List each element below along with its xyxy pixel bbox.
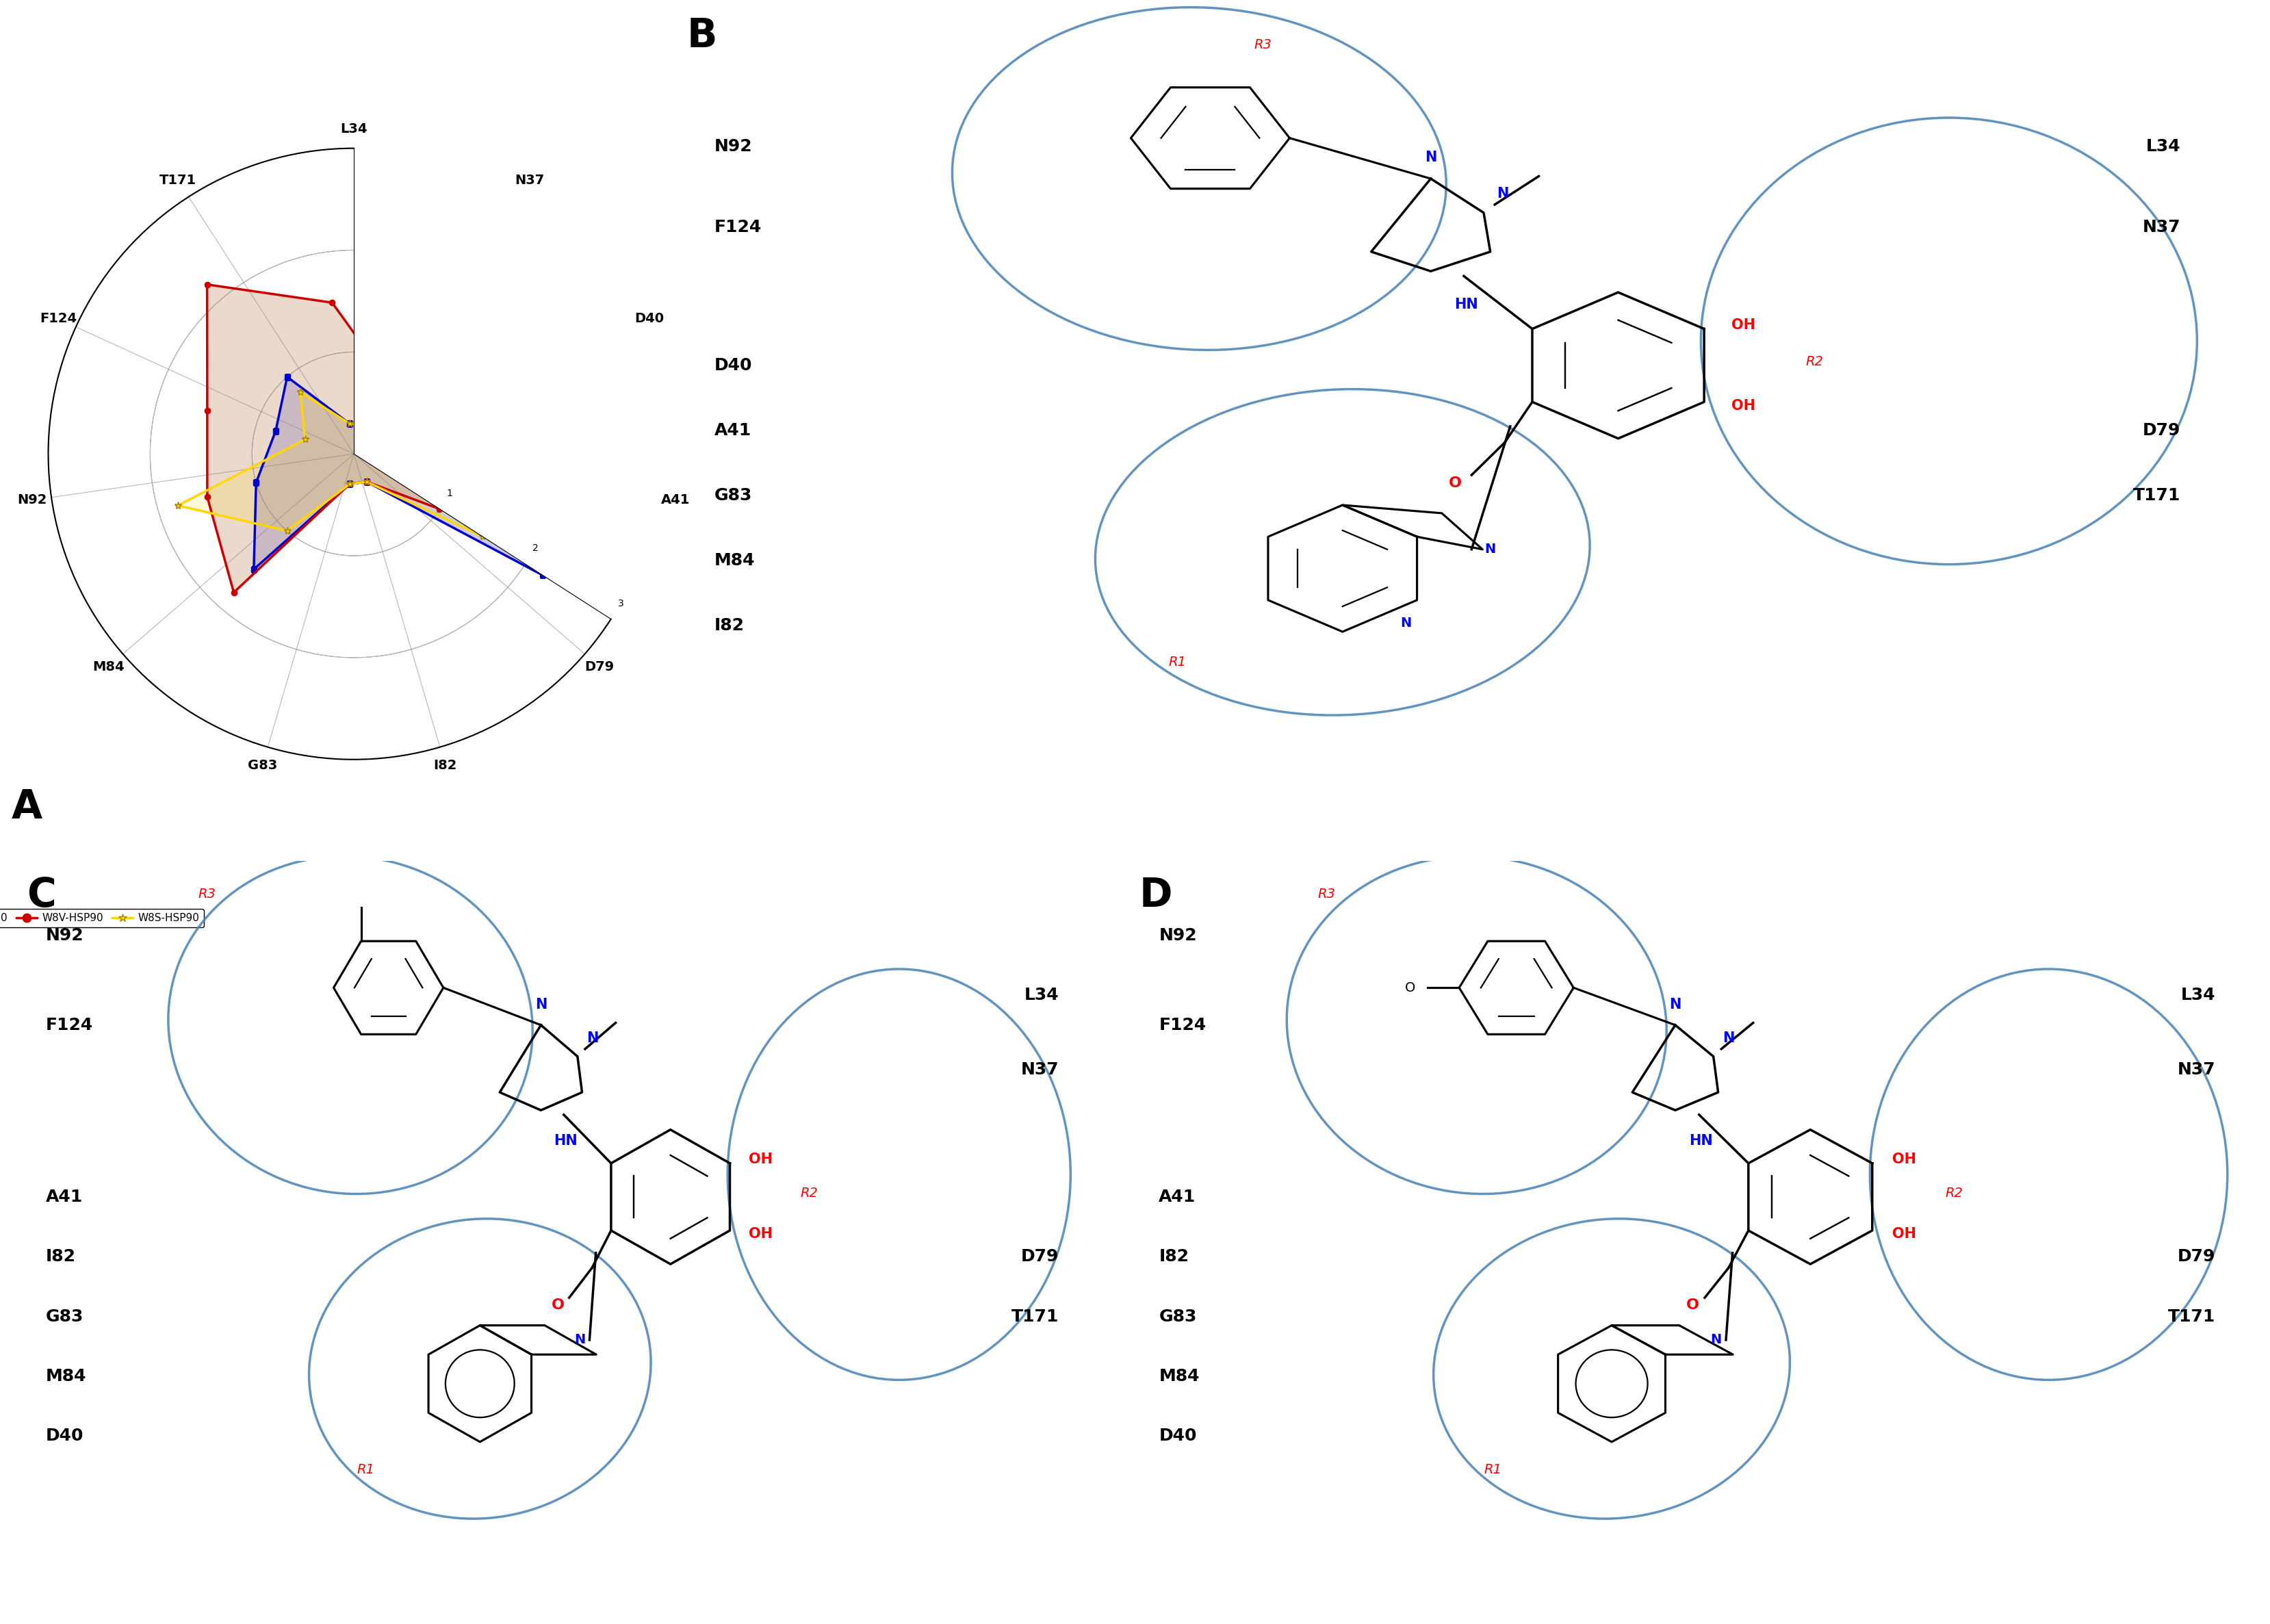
Text: O: O <box>1687 1298 1700 1312</box>
Text: N: N <box>536 997 547 1012</box>
Text: N92: N92 <box>1160 927 1196 944</box>
Text: R3: R3 <box>1255 39 1271 52</box>
Text: O: O <box>1405 981 1416 994</box>
Text: T171: T171 <box>2134 487 2181 503</box>
Text: OH: OH <box>1732 400 1755 412</box>
Text: HN: HN <box>554 1134 577 1148</box>
Text: D40: D40 <box>45 1427 84 1444</box>
Text: D40: D40 <box>1160 1427 1196 1444</box>
Text: N: N <box>1709 1333 1721 1346</box>
Text: D79: D79 <box>1022 1249 1060 1265</box>
Text: D40: D40 <box>715 357 751 374</box>
Text: N: N <box>1668 997 1682 1012</box>
Text: C: C <box>27 875 57 914</box>
Text: A41: A41 <box>1160 1189 1196 1205</box>
Text: R2: R2 <box>799 1187 817 1200</box>
Text: N: N <box>574 1333 586 1346</box>
Text: M84: M84 <box>715 552 756 568</box>
Text: F124: F124 <box>45 1017 93 1033</box>
Text: N: N <box>1496 187 1510 200</box>
Text: OH: OH <box>749 1153 772 1166</box>
Text: L34: L34 <box>2181 987 2216 1004</box>
Text: N: N <box>1485 542 1496 555</box>
Text: OH: OH <box>749 1228 772 1241</box>
Text: R1: R1 <box>1169 656 1185 669</box>
Text: B: B <box>686 16 717 55</box>
Text: F124: F124 <box>715 219 760 235</box>
Text: N37: N37 <box>2143 219 2181 235</box>
Text: N: N <box>1401 615 1412 630</box>
Text: M84: M84 <box>1160 1367 1199 1384</box>
Text: F124: F124 <box>1160 1017 1205 1033</box>
Legend: W8Y-HSP90, W8V-HSP90, W8S-HSP90: W8Y-HSP90, W8V-HSP90, W8S-HSP90 <box>0 909 204 927</box>
Text: N37: N37 <box>2177 1062 2216 1078</box>
Text: N37: N37 <box>1022 1062 1060 1078</box>
Text: N: N <box>1426 151 1437 164</box>
Text: R3: R3 <box>197 888 216 901</box>
Text: O: O <box>552 1298 565 1312</box>
Text: HN: HN <box>1455 297 1478 312</box>
Text: T171: T171 <box>2168 1309 2216 1325</box>
Text: R2: R2 <box>1945 1187 1964 1200</box>
Text: A41: A41 <box>715 422 751 438</box>
Text: I82: I82 <box>45 1249 75 1265</box>
Text: HN: HN <box>1689 1134 1712 1148</box>
Text: N: N <box>1723 1031 1734 1046</box>
Text: G83: G83 <box>1160 1309 1196 1325</box>
Text: T171: T171 <box>1012 1309 1060 1325</box>
Polygon shape <box>254 354 640 575</box>
Text: N: N <box>586 1031 599 1046</box>
Text: OH: OH <box>1893 1153 1916 1166</box>
Text: D79: D79 <box>2177 1249 2216 1265</box>
Text: D79: D79 <box>2143 422 2181 438</box>
Text: G83: G83 <box>45 1309 84 1325</box>
Text: G83: G83 <box>715 487 751 503</box>
Text: A41: A41 <box>45 1189 82 1205</box>
Text: R1: R1 <box>356 1463 375 1476</box>
Text: I82: I82 <box>715 617 745 633</box>
Text: R1: R1 <box>1485 1463 1500 1476</box>
Text: O: O <box>1448 476 1462 490</box>
Text: OH: OH <box>1732 318 1755 331</box>
Text: I82: I82 <box>1160 1249 1189 1265</box>
Text: M84: M84 <box>45 1367 86 1384</box>
Text: L34: L34 <box>1024 987 1060 1004</box>
Polygon shape <box>207 284 477 593</box>
Text: D: D <box>1140 875 1171 914</box>
Text: N92: N92 <box>715 138 751 154</box>
Text: N92: N92 <box>45 927 84 944</box>
Text: OH: OH <box>1893 1228 1916 1241</box>
Text: A: A <box>11 788 43 827</box>
Text: R2: R2 <box>1805 356 1823 369</box>
Text: L34: L34 <box>2145 138 2181 154</box>
Polygon shape <box>177 388 538 536</box>
Text: R3: R3 <box>1317 888 1335 901</box>
